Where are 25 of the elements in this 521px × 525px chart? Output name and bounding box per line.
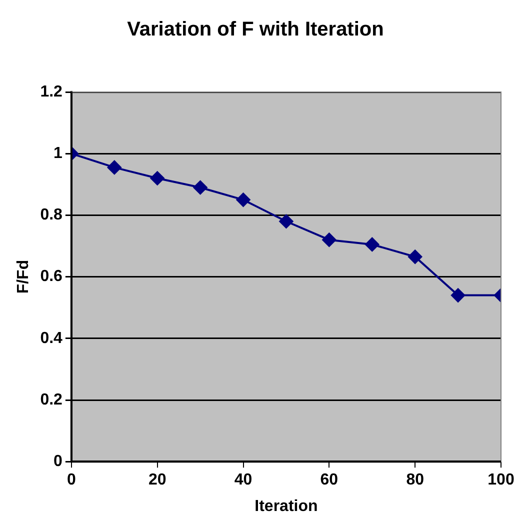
y-tick-label: 1.2 [40,83,63,100]
x-tick-label: 60 [320,472,338,489]
y-tick-label: 1 [54,145,63,162]
x-tick-label: 100 [488,472,514,489]
x-tick-label: 40 [234,472,252,489]
y-tick-label: 0 [54,453,63,470]
point [322,232,336,247]
x-tick-label: 80 [406,472,424,489]
point [193,180,208,194]
y-tick-label: 0.4 [40,330,63,347]
point [236,192,250,207]
x-axis-title: Iteration [254,498,318,515]
y-axis-title: F/Fd [15,260,32,294]
y-tick-label: 0.8 [40,206,63,224]
point [107,160,122,174]
point [451,288,466,302]
point [408,250,422,264]
chart-title: Variation of F with Iteration [127,18,384,41]
x-tick-label: 0 [66,472,76,489]
point [150,171,164,186]
point [365,237,380,252]
point [279,214,294,228]
y-tick-label: 0.6 [40,268,63,286]
y-tick-label: 0.2 [40,391,63,408]
x-tick-label: 20 [148,472,166,489]
